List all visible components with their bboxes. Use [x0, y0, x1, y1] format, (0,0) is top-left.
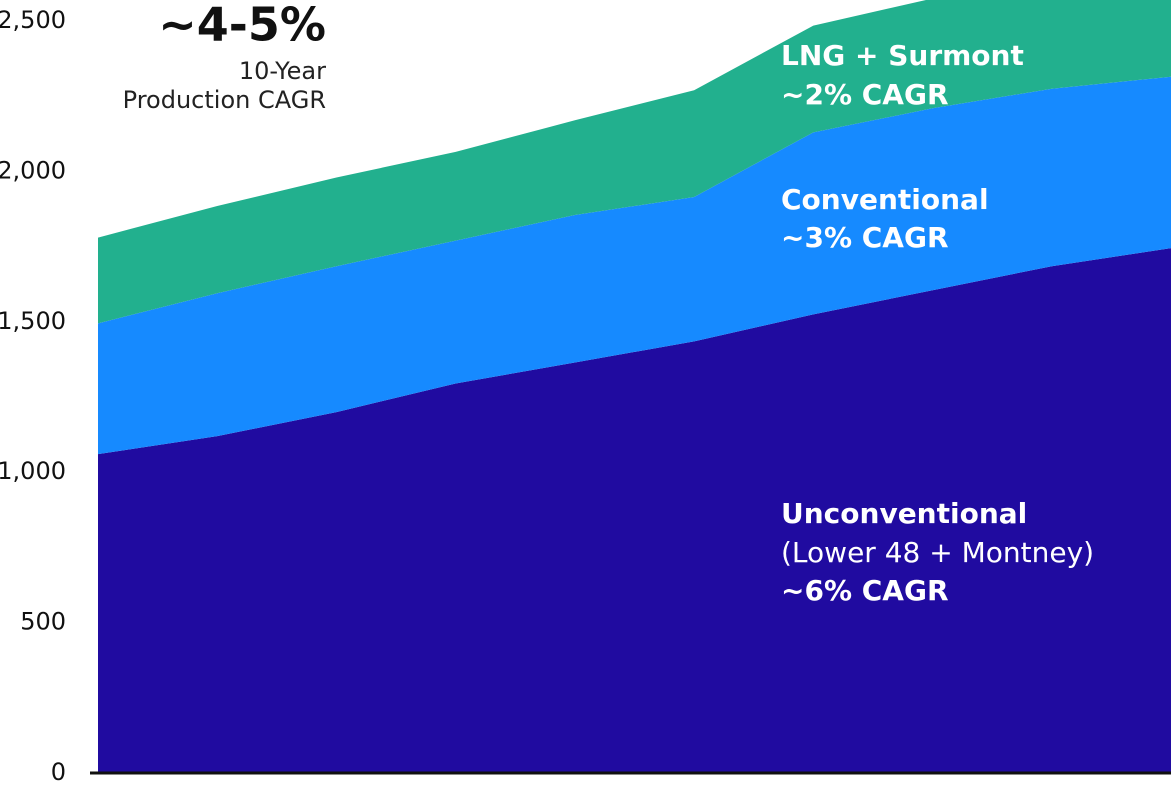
y-tick-label: 2,500: [0, 6, 66, 34]
series-cagr: ~6% CAGR: [781, 574, 949, 607]
headline-sub: Production CAGR: [123, 86, 326, 114]
series-sub: (Lower 48 + Montney): [781, 536, 1094, 569]
series-cagr: ~2% CAGR: [781, 78, 949, 111]
series-cagr: ~3% CAGR: [781, 221, 949, 254]
headline: ~4-5%: [158, 0, 326, 52]
area: [98, 0, 1171, 324]
y-tick-label: 0: [51, 758, 66, 786]
area: [98, 248, 1171, 773]
plot-area: [98, 0, 1171, 773]
area: [98, 76, 1171, 455]
y-tick-label: 1,500: [0, 307, 66, 335]
y-tick-label: 500: [20, 608, 66, 636]
series-label: LNG + Surmont: [781, 39, 1024, 72]
series-label: Conventional: [781, 183, 989, 216]
y-tick-label: 1,000: [0, 457, 66, 485]
series-label: Unconventional: [781, 497, 1027, 530]
y-tick-label: 2,000: [0, 156, 66, 184]
headline-sub: 10-Year: [239, 57, 326, 85]
